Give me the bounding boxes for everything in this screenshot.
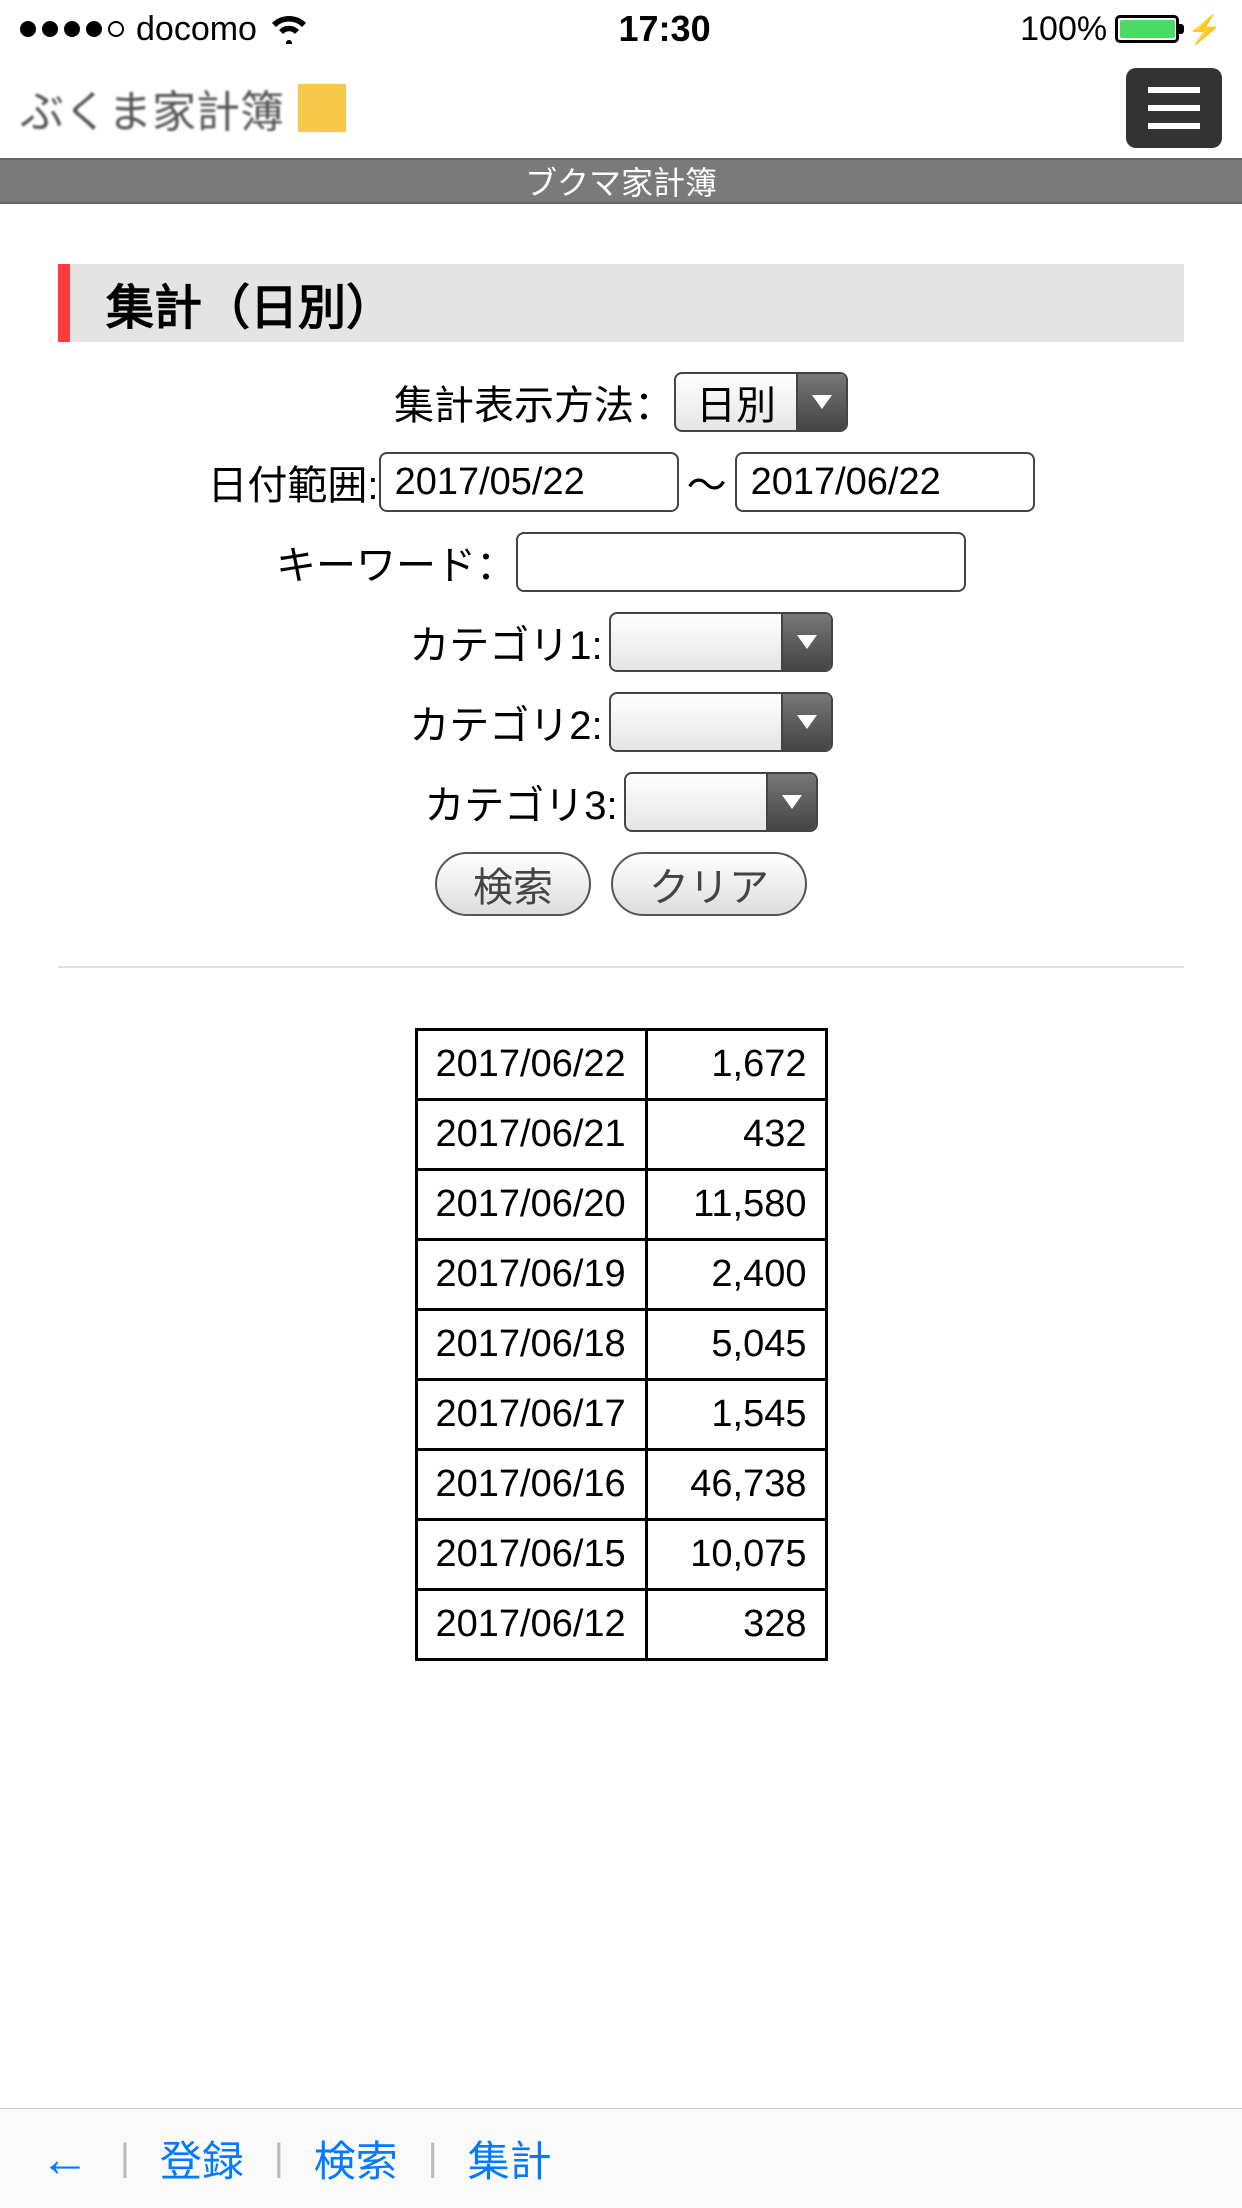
date-range-label: 日付範囲: [207, 453, 378, 511]
nav-separator: | [120, 2137, 130, 2180]
cat3-label: カテゴリ3: [424, 773, 617, 831]
app-title-wrap: ぶくま家計簿 [20, 76, 346, 140]
row-cat2: カテゴリ2: [58, 692, 1184, 752]
status-left: docomo [20, 10, 309, 49]
cat3-select-value [626, 774, 766, 830]
wifi-icon [269, 14, 309, 44]
nav-separator: | [428, 2137, 438, 2180]
battery-icon [1115, 15, 1179, 43]
method-label: 集計表示方法： [394, 373, 674, 431]
method-select[interactable]: 日別 [674, 372, 848, 432]
chevron-down-icon [781, 694, 831, 750]
table-cell-amount: 328 [646, 1590, 826, 1660]
table-cell-date: 2017/06/22 [416, 1030, 646, 1100]
app-title: ぶくま家計簿 [20, 76, 284, 140]
clock: 17:30 [619, 8, 711, 50]
keyword-input[interactable] [516, 532, 966, 592]
table-cell-amount: 46,738 [646, 1450, 826, 1520]
filter-form: 集計表示方法： 日別 日付範囲: 〜 キーワード： カテゴリ1: [58, 342, 1184, 916]
status-bar: docomo 17:30 100% ⚡ [0, 0, 1242, 58]
nav-register[interactable]: 登録 [160, 2128, 244, 2189]
table-cell-date: 2017/06/15 [416, 1520, 646, 1590]
table-row: 2017/06/221,672 [416, 1030, 826, 1100]
cat2-select-value [611, 694, 781, 750]
table-cell-amount: 1,545 [646, 1380, 826, 1450]
keyword-label: キーワード： [276, 533, 516, 591]
button-row: 検索 クリア [58, 852, 1184, 916]
cat2-select[interactable] [609, 692, 833, 752]
chevron-down-icon [766, 774, 816, 830]
app-header: ぶくま家計簿 [0, 58, 1242, 158]
summary-table: 2017/06/221,6722017/06/214322017/06/2011… [415, 1028, 828, 1661]
table-cell-date: 2017/06/18 [416, 1310, 646, 1380]
table-row: 2017/06/12328 [416, 1590, 826, 1660]
clear-button[interactable]: クリア [611, 852, 807, 916]
search-button[interactable]: 検索 [435, 852, 591, 916]
table-cell-date: 2017/06/20 [416, 1170, 646, 1240]
divider [58, 966, 1184, 968]
nav-summary[interactable]: 集計 [468, 2128, 552, 2189]
cat1-select-value [611, 614, 781, 670]
table-row: 2017/06/2011,580 [416, 1170, 826, 1240]
table-cell-amount: 432 [646, 1100, 826, 1170]
carrier-label: docomo [136, 10, 257, 49]
date-from-input[interactable] [379, 452, 679, 512]
section-title: 集計（日別） [58, 264, 1184, 342]
bottom-nav: ← | 登録 | 検索 | 集計 [0, 2108, 1242, 2208]
cat1-select[interactable] [609, 612, 833, 672]
row-cat1: カテゴリ1: [58, 612, 1184, 672]
cat3-select[interactable] [624, 772, 818, 832]
battery-percent: 100% [1020, 10, 1107, 49]
table-cell-date: 2017/06/21 [416, 1100, 646, 1170]
table-cell-date: 2017/06/12 [416, 1590, 646, 1660]
nav-separator: | [274, 2137, 284, 2180]
table-row: 2017/06/185,045 [416, 1310, 826, 1380]
status-right: 100% ⚡ [1020, 10, 1222, 49]
date-to-input[interactable] [735, 452, 1035, 512]
cat2-label: カテゴリ2: [409, 693, 602, 751]
cat1-label: カテゴリ1: [409, 613, 602, 671]
table-row: 2017/06/192,400 [416, 1240, 826, 1310]
page-title-bar: ブクマ家計簿 [0, 158, 1242, 204]
table-cell-amount: 11,580 [646, 1170, 826, 1240]
chevron-down-icon [781, 614, 831, 670]
table-cell-amount: 10,075 [646, 1520, 826, 1590]
app-logo-icon [298, 84, 346, 132]
row-cat3: カテゴリ3: [58, 772, 1184, 832]
content: 集計（日別） 集計表示方法： 日別 日付範囲: 〜 キーワード： カテゴリ1: [0, 204, 1242, 1661]
table-cell-date: 2017/06/19 [416, 1240, 646, 1310]
nav-search[interactable]: 検索 [314, 2128, 398, 2189]
row-keyword: キーワード： [58, 532, 1184, 592]
method-select-value: 日別 [676, 374, 796, 430]
table-row: 2017/06/21432 [416, 1100, 826, 1170]
row-method: 集計表示方法： 日別 [58, 372, 1184, 432]
table-cell-date: 2017/06/16 [416, 1450, 646, 1520]
table-row: 2017/06/1510,075 [416, 1520, 826, 1590]
table-cell-amount: 2,400 [646, 1240, 826, 1310]
row-date-range: 日付範囲: 〜 [58, 452, 1184, 512]
chevron-down-icon [796, 374, 846, 430]
table-cell-amount: 5,045 [646, 1310, 826, 1380]
date-separator: 〜 [687, 453, 727, 511]
back-button[interactable]: ← [40, 2130, 90, 2188]
charging-icon: ⚡ [1187, 13, 1222, 46]
signal-strength-icon [20, 21, 124, 37]
table-cell-amount: 1,672 [646, 1030, 826, 1100]
menu-button[interactable] [1126, 68, 1222, 148]
table-cell-date: 2017/06/17 [416, 1380, 646, 1450]
table-row: 2017/06/171,545 [416, 1380, 826, 1450]
table-row: 2017/06/1646,738 [416, 1450, 826, 1520]
